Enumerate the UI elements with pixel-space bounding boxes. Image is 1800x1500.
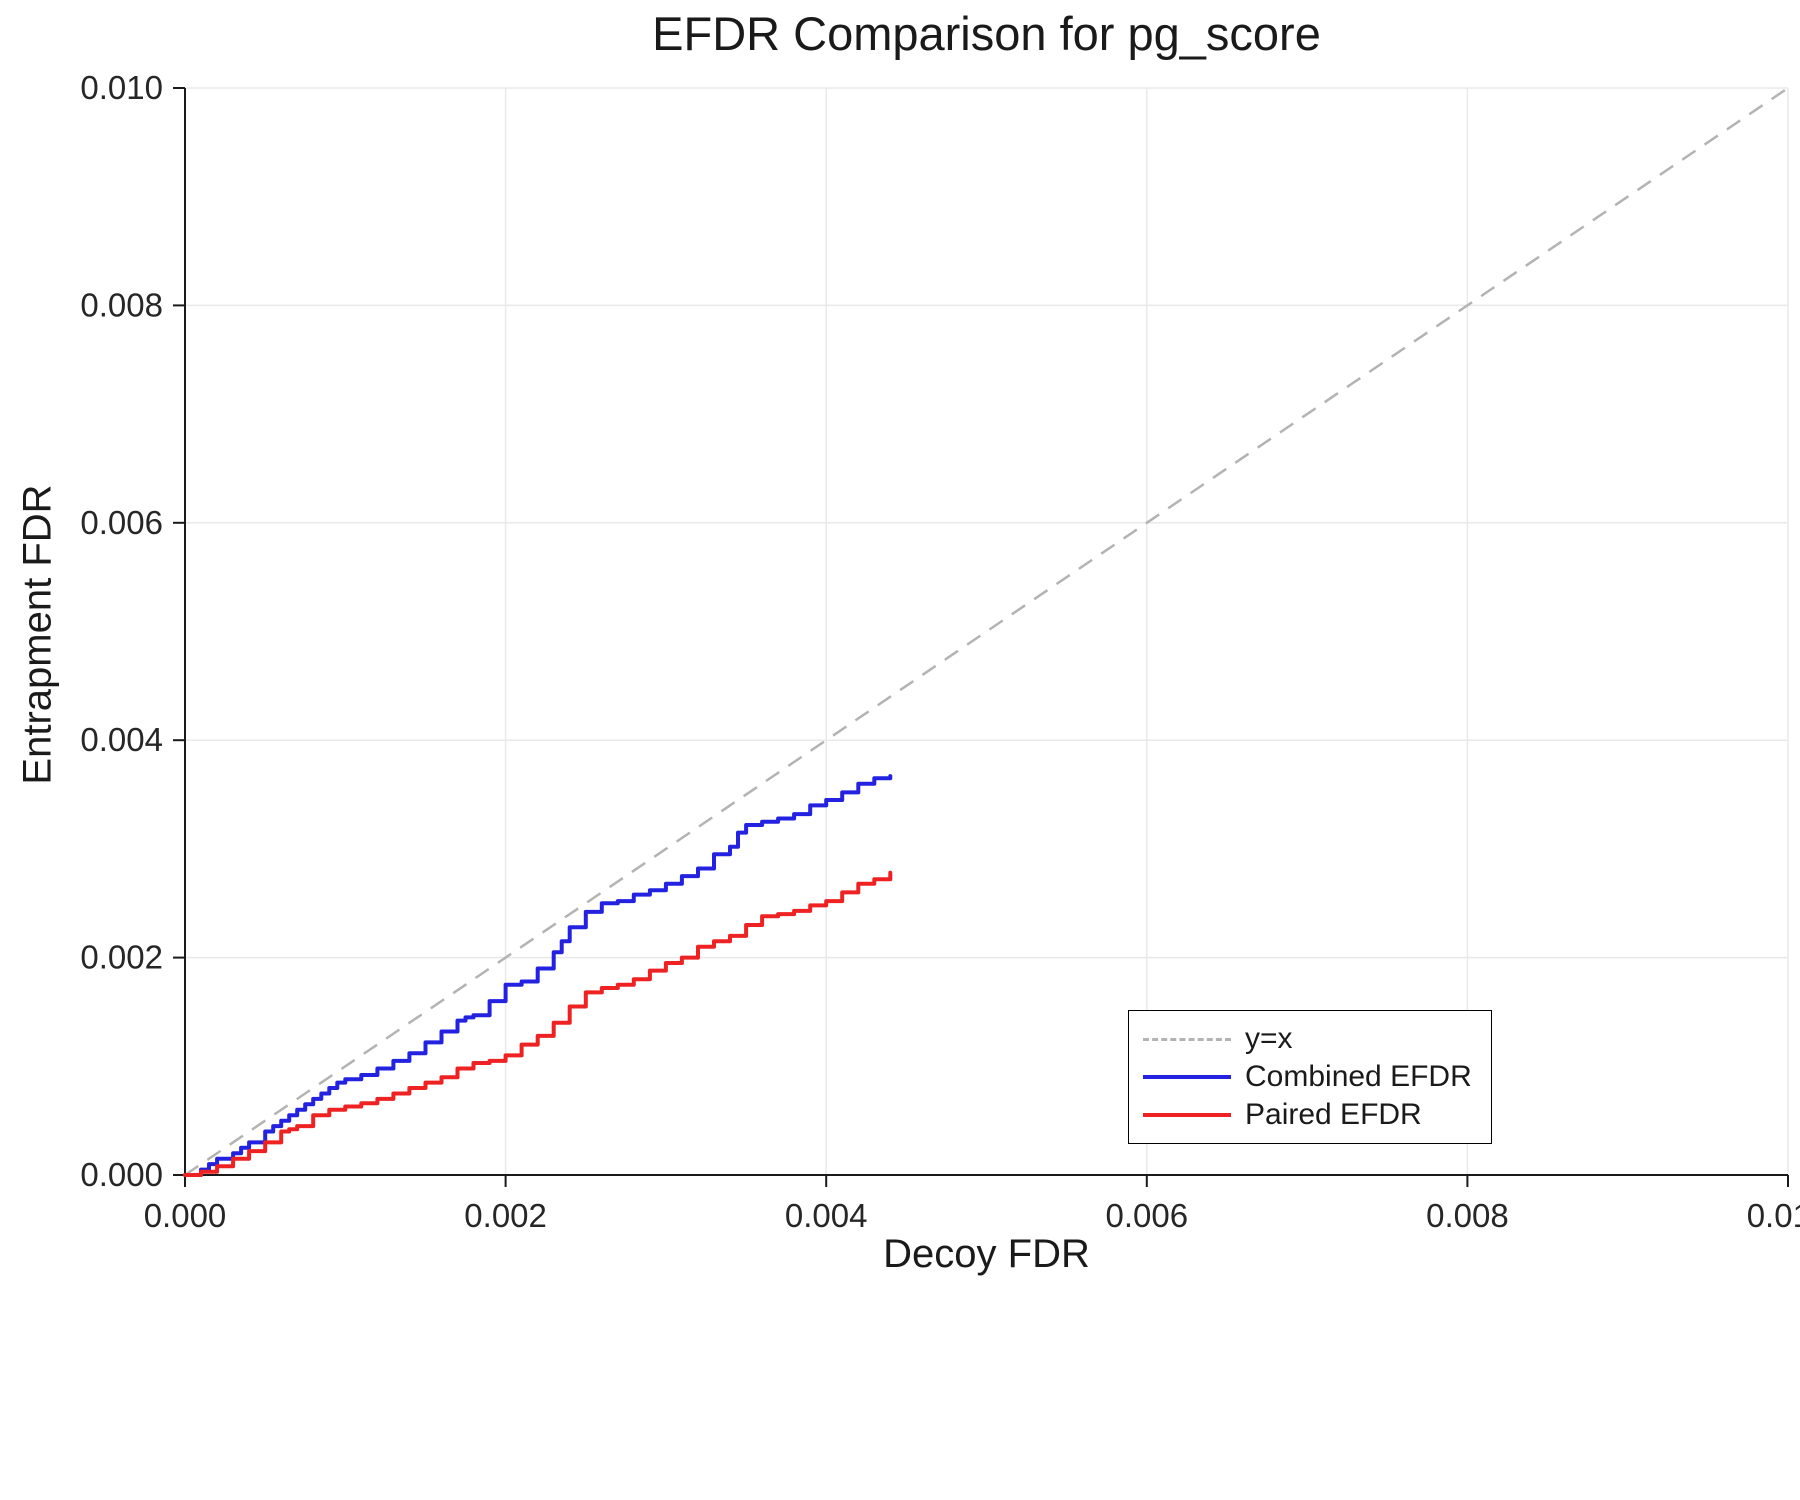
legend-label-combined-efdr: Combined EFDR <box>1245 1060 1472 1093</box>
y-tick-label: 0.010 <box>80 69 163 106</box>
chart-title: EFDR Comparison for pg_score <box>652 7 1321 60</box>
legend-item-paired-efdr: Paired EFDR <box>1143 1098 1477 1131</box>
x-tick-label: 0.002 <box>464 1197 547 1234</box>
paired-efdr-line-sample <box>1143 1113 1231 1117</box>
series-line-paired-efdr <box>183 870 893 1177</box>
legend-item-yx: y=x <box>1143 1022 1477 1055</box>
legend-item-combined-efdr: Combined EFDR <box>1143 1060 1477 1093</box>
y-tick-label: 0.008 <box>80 286 163 323</box>
x-tick-label: 0.010 <box>1747 1197 1800 1234</box>
y-tick-label: 0.006 <box>80 504 163 541</box>
y-tick-label: 0.002 <box>80 939 163 976</box>
x-tick-label: 0.004 <box>785 1197 868 1234</box>
x-tick-label: 0.008 <box>1426 1197 1509 1234</box>
y-axis-label: Entrapment FDR <box>15 484 60 785</box>
legend: y=x Combined EFDR Paired EFDR <box>1128 1010 1492 1144</box>
x-tick-label: 0.000 <box>144 1197 227 1234</box>
reference-line-yx <box>184 86 1789 1177</box>
combined-efdr-line-sample <box>1143 1075 1231 1079</box>
y-tick-label: 0.004 <box>80 721 163 758</box>
legend-label-yx: y=x <box>1245 1022 1293 1055</box>
y-tick-label: 0.000 <box>80 1156 163 1193</box>
x-tick-label: 0.006 <box>1106 1197 1189 1234</box>
series-line-combined-efdr <box>183 774 893 1177</box>
dashed-line-sample <box>1143 1037 1231 1041</box>
x-axis-label: Decoy FDR <box>883 1232 1090 1276</box>
legend-label-paired-efdr: Paired EFDR <box>1245 1098 1422 1131</box>
